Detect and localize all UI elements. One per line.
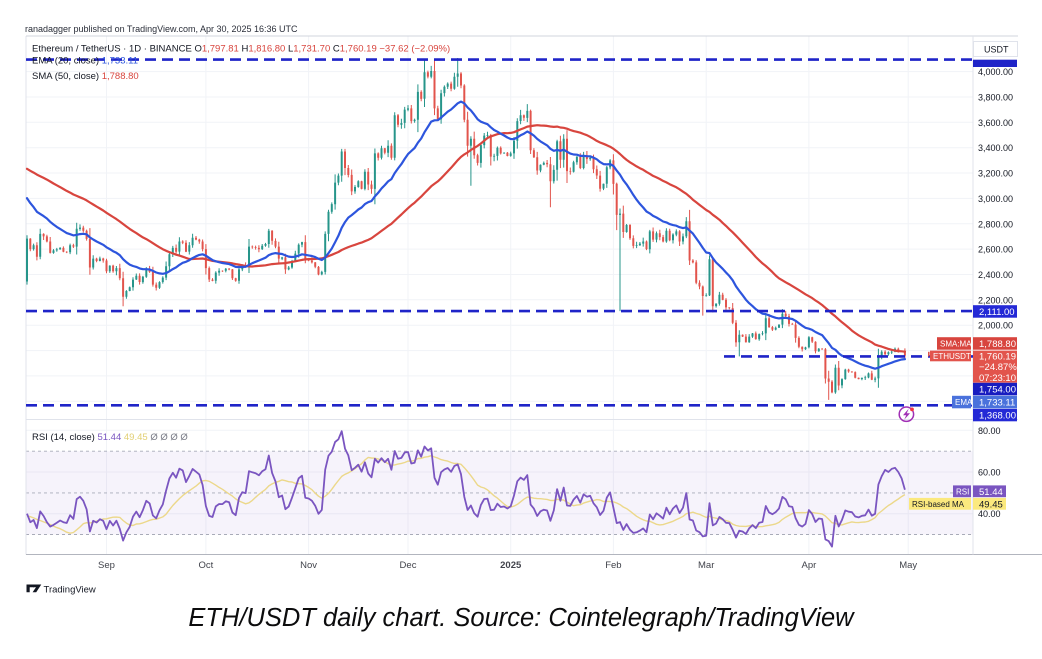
svg-text:SMA (50, close) 1,788.80: SMA (50, close) 1,788.80 [32,71,139,82]
svg-text:ETH/USDT daily chart. Source:: ETH/USDT daily chart. Source: Cointelegr… [188,604,855,632]
svg-text:USDT: USDT [984,45,1009,55]
svg-text:ETHUSDT: ETHUSDT [933,352,971,361]
svg-text:EMA (20, close) 1,733.11: EMA (20, close) 1,733.11 [32,56,138,67]
svg-text:−24.87%: −24.87% [979,362,1017,373]
svg-text:2,400.00: 2,400.00 [978,270,1013,280]
svg-text:07:23:10: 07:23:10 [979,373,1016,384]
svg-text:1,733.11: 1,733.11 [979,398,1015,409]
svg-text:80.00: 80.00 [978,426,1001,436]
svg-text:EMA: EMA [955,398,973,407]
svg-text:2025: 2025 [500,560,522,571]
svg-text:Nov: Nov [300,560,317,571]
svg-text:SMA:MA: SMA:MA [940,340,972,349]
svg-text:60.00: 60.00 [978,468,1001,478]
svg-text:Sep: Sep [98,560,115,571]
svg-text:1,760.19: 1,760.19 [979,351,1016,362]
svg-text:Apr: Apr [802,560,817,571]
svg-text:May: May [899,560,917,571]
svg-text:Feb: Feb [605,560,621,571]
svg-text:3,600.00: 3,600.00 [978,118,1013,128]
svg-text:4,000.00: 4,000.00 [978,67,1013,77]
svg-text:3,800.00: 3,800.00 [978,93,1013,103]
svg-text:Mar: Mar [698,560,714,571]
svg-text:ranadagger published on Tradin: ranadagger published on TradingView.com,… [25,24,298,34]
svg-text:3,400.00: 3,400.00 [978,143,1013,153]
svg-text:Ethereum / TetherUS · 1D · BIN: Ethereum / TetherUS · 1D · BINANCE O1,79… [32,44,450,55]
svg-text:RSI: RSI [956,487,969,496]
svg-text:40.00: 40.00 [978,509,1001,519]
svg-text:1,754.00: 1,754.00 [979,385,1016,396]
svg-text:Oct: Oct [199,560,214,571]
svg-text:2,800.00: 2,800.00 [978,219,1013,229]
svg-text:2,600.00: 2,600.00 [978,245,1013,255]
svg-text:3,200.00: 3,200.00 [978,169,1013,179]
svg-text:RSI (14, close) 51.44 49.45 Ø: RSI (14, close) 51.44 49.45 Ø Ø Ø Ø [32,432,188,443]
svg-text:2,200.00: 2,200.00 [978,295,1013,305]
svg-text:3,000.00: 3,000.00 [978,194,1013,204]
svg-text:Dec: Dec [400,560,417,571]
svg-text:51.44: 51.44 [979,487,1003,498]
svg-text:1,788.80: 1,788.80 [979,339,1016,350]
svg-text:2,000.00: 2,000.00 [978,321,1013,331]
svg-text:TradingView: TradingView [44,585,96,596]
svg-text:2,111.00: 2,111.00 [979,307,1015,318]
svg-text:49.45: 49.45 [979,500,1003,511]
svg-text:RSI-based MA: RSI-based MA [912,500,965,509]
svg-text:1,368.00: 1,368.00 [979,411,1016,422]
